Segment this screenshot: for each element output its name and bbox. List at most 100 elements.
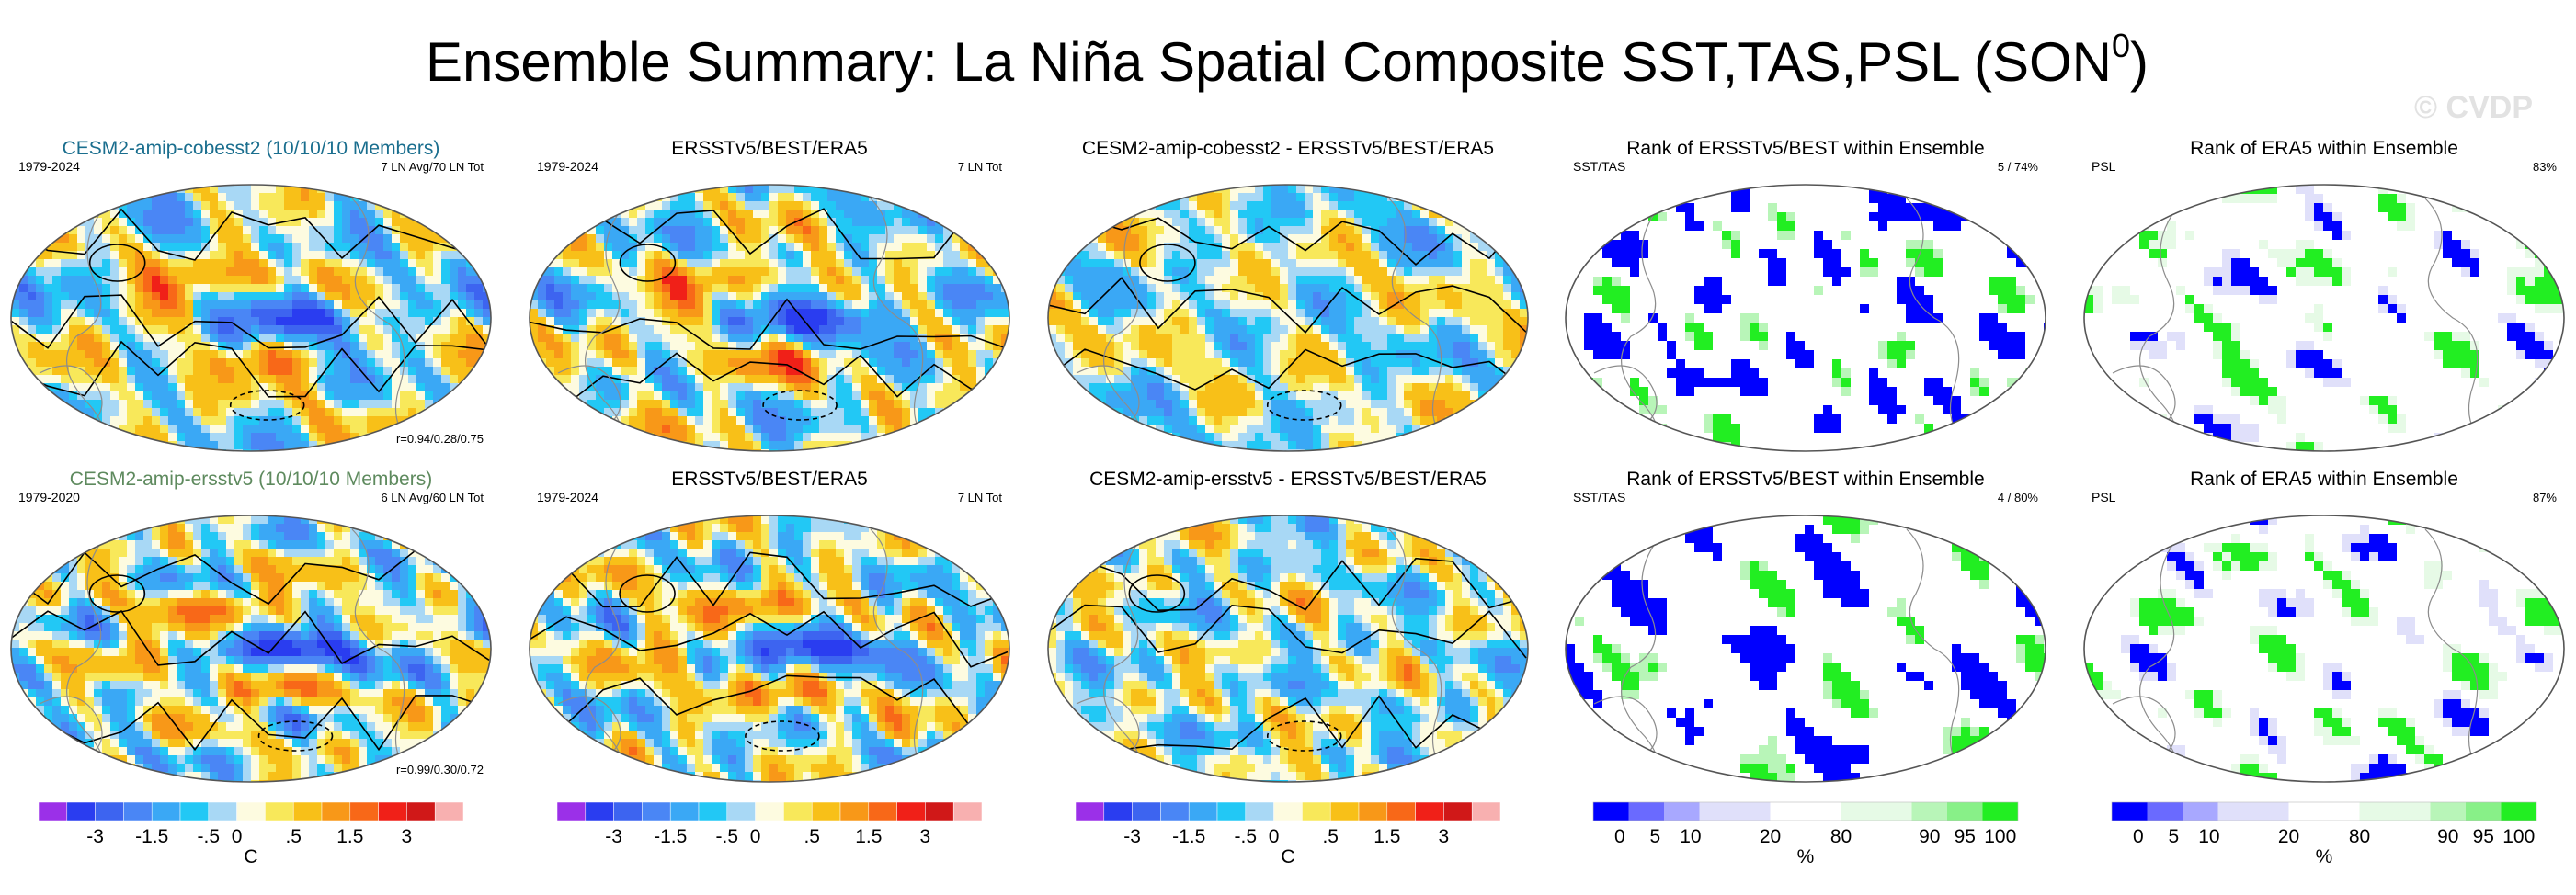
colorbar-box (1664, 802, 1700, 821)
colorbar-box (1160, 801, 1190, 821)
colorbar-box (1947, 802, 1983, 821)
colorbar-tick-label: 0 (232, 826, 243, 847)
colorbar-box (1358, 801, 1388, 821)
colorbar-box (585, 801, 614, 821)
colorbar-box (1132, 801, 1161, 821)
panel-title: ERSSTv5/BEST/ERA5 (671, 138, 868, 159)
colorbar-box (406, 801, 436, 821)
coastlines (1076, 198, 1454, 451)
colorbar-tick-label: 80 (2349, 826, 2370, 847)
panel-correlation: r=0.94/0.28/0.75 (396, 432, 484, 446)
colorbar-box (755, 801, 784, 821)
colorbar-box (292, 801, 323, 821)
colorbar-box (698, 801, 728, 821)
map-panel: CESM2-amip-cobesst2 (10/10/10 Members)19… (10, 138, 492, 452)
colorbar-tick-label: 20 (1760, 826, 1781, 847)
panel-title: Rank of ERA5 within Ensemble (2190, 469, 2458, 490)
map-field (1048, 515, 1528, 782)
map-panel: ERSSTv5/BEST/ERA5 1979-2024 7 LN Tot (529, 138, 1010, 452)
colorbar-tick-label: -1.5 (1172, 826, 1205, 847)
colorbar-box (1443, 801, 1473, 821)
colorbar-box (783, 801, 813, 821)
panel-right-label: 6 LN Avg/60 LN Tot (381, 491, 484, 504)
colorbar-box (208, 801, 237, 821)
panel-right-label: 5 / 74% (1998, 160, 2039, 174)
coastlines (557, 528, 936, 782)
map-panel: CESM2-amip-ersstv5 (10/10/10 Members)197… (10, 469, 492, 783)
colorbar-box (669, 801, 700, 821)
colorbar-tick-label: 3 (402, 826, 413, 847)
colorbar-box (556, 801, 587, 821)
panel-left-label: 1979-2024 (18, 159, 80, 174)
colorbar-tick-label: 5 (1650, 826, 1661, 847)
panel-title: ERSSTv5/BEST/ERA5 (671, 469, 868, 490)
colorbar-tick-label: 95 (1955, 826, 1976, 847)
colorbar-box (1273, 801, 1303, 821)
colorbar-tick-label: 3 (1439, 826, 1450, 847)
map-panel: ERSSTv5/BEST/ERA5 1979-2024 7 LN Tot (529, 469, 1010, 783)
colorbar-box (868, 801, 897, 821)
colorbar: -3 -1.5 -.5 0 .5 1.5 3 C (1075, 801, 1501, 867)
colorbar-box (642, 801, 671, 821)
map-field (530, 515, 1009, 782)
colorbar-box (925, 801, 954, 821)
map-outline (1565, 515, 2046, 783)
colorbar-box (1302, 801, 1331, 821)
psl-contours (11, 208, 490, 421)
colorbar-box (378, 801, 407, 821)
colorbar-box (265, 801, 294, 821)
colorbar-box (1188, 801, 1218, 821)
panel-title: CESM2-amip-ersstv5 (10/10/10 Members) (70, 469, 432, 490)
colorbar-box (1075, 801, 1105, 821)
colorbar-box (2501, 802, 2536, 821)
colorbar-tick-label: 1.5 (1373, 826, 1400, 847)
colorbar-box (2183, 802, 2218, 821)
coastlines (2112, 198, 2491, 451)
panel-left-label: 1979-2020 (18, 490, 80, 504)
colorbar-tick-label: 3 (920, 826, 931, 847)
panel-left-label: SST/TAS (1573, 159, 1625, 174)
colorbar-tick-label: 5 (2169, 826, 2180, 847)
colorbar-tick-label: .5 (804, 826, 820, 847)
colorbar-box (95, 801, 124, 821)
psl-contours (1048, 215, 1527, 421)
colorbar-unit: % (1797, 846, 1815, 867)
colorbar-frame (2111, 801, 2537, 821)
colorbar-tick-label: 100 (2502, 826, 2535, 847)
colorbar-box (66, 801, 96, 821)
colorbar-box (2112, 802, 2148, 821)
coastlines (39, 528, 417, 782)
colorbar-box (236, 801, 266, 821)
colorbar-box (811, 801, 841, 821)
map-panel: Rank of ERSSTv5/BEST within EnsembleSST/… (1565, 469, 2046, 783)
panel-left-label: PSL (2092, 490, 2116, 504)
colorbar-box (613, 801, 643, 821)
coastlines (557, 198, 936, 451)
colorbar-box (38, 801, 68, 821)
map-outline (2083, 184, 2565, 452)
colorbar-box (2217, 802, 2289, 821)
colorbar-box (1386, 801, 1416, 821)
colorbar-tick-label: 10 (2198, 826, 2219, 847)
panel-right-label: 7 LN Tot (958, 491, 1003, 504)
colorbar-box (1216, 801, 1247, 821)
colorbar-box (2359, 802, 2431, 821)
map-field (11, 515, 491, 782)
colorbar-box (2147, 802, 2183, 821)
map-outline (529, 515, 1010, 783)
figure-title-superscript: 0 (2112, 27, 2130, 64)
map-panel: Rank of ERA5 within Ensemble PSL 83% (2083, 138, 2565, 452)
colorbar-box (1103, 801, 1133, 821)
colorbar-box (1329, 801, 1360, 821)
colorbar-tick-label: -3 (1123, 826, 1141, 847)
panel-right-label: 4 / 80% (1998, 491, 2039, 504)
map-outline (1047, 184, 1529, 452)
psl-contours (530, 208, 1009, 421)
map-outline (10, 515, 492, 783)
colorbar-tick-label: -.5 (198, 826, 221, 847)
colorbar-tick-label: 0 (2133, 826, 2144, 847)
colorbar-box (1628, 802, 1664, 821)
map-field (1048, 185, 1528, 451)
coastlines (2112, 528, 2491, 782)
map-outline (1565, 184, 2046, 452)
